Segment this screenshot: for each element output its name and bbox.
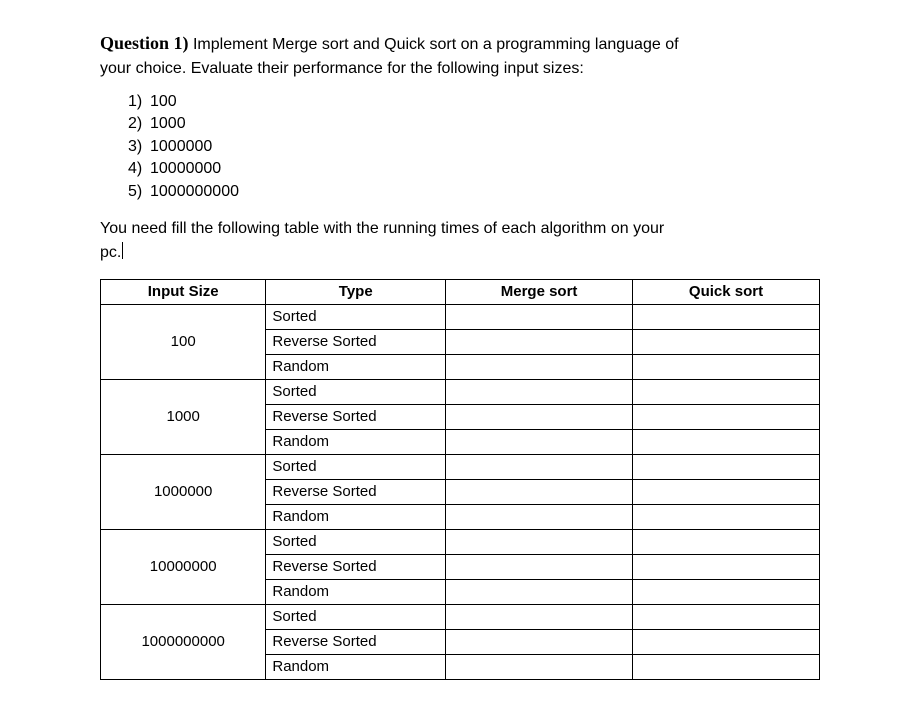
- cell-merge: [446, 479, 633, 504]
- timings-table: Input Size Type Merge sort Quick sort 10…: [100, 279, 820, 680]
- table-row: 10000000 Sorted: [101, 529, 820, 554]
- list-value: 10000000: [150, 160, 221, 177]
- instruction-line-2: pc.: [100, 244, 121, 261]
- header-merge-sort: Merge sort: [446, 279, 633, 304]
- cell-type: Sorted: [266, 304, 446, 329]
- list-item: 3)1000000: [128, 136, 820, 158]
- input-size-list: 1)100 2)1000 3)1000000 4)10000000 5)1000…: [128, 91, 820, 203]
- cell-quick: [633, 504, 820, 529]
- list-item: 5)1000000000: [128, 181, 820, 203]
- header-input-size: Input Size: [101, 279, 266, 304]
- question-paragraph: Question 1) Implement Merge sort and Qui…: [100, 30, 820, 81]
- cell-merge: [446, 379, 633, 404]
- table-header-row: Input Size Type Merge sort Quick sort: [101, 279, 820, 304]
- cell-type: Sorted: [266, 454, 446, 479]
- cell-input-size: 1000: [101, 379, 266, 454]
- table-instruction: You need fill the following table with t…: [100, 217, 820, 265]
- list-value: 1000000: [150, 138, 212, 155]
- cell-type: Random: [266, 504, 446, 529]
- cell-quick: [633, 479, 820, 504]
- header-type: Type: [266, 279, 446, 304]
- cell-quick: [633, 304, 820, 329]
- cell-quick: [633, 329, 820, 354]
- table-row: 100 Sorted: [101, 304, 820, 329]
- list-number: 1): [128, 91, 150, 113]
- cell-type: Reverse Sorted: [266, 629, 446, 654]
- cell-merge: [446, 654, 633, 679]
- cell-quick: [633, 529, 820, 554]
- cell-type: Reverse Sorted: [266, 554, 446, 579]
- cell-quick: [633, 604, 820, 629]
- cell-quick: [633, 454, 820, 479]
- cell-merge: [446, 429, 633, 454]
- cell-merge: [446, 604, 633, 629]
- cell-merge: [446, 529, 633, 554]
- cell-merge: [446, 504, 633, 529]
- list-number: 5): [128, 181, 150, 203]
- cell-input-size: 10000000: [101, 529, 266, 604]
- question-label: Question 1): [100, 33, 189, 53]
- cell-input-size: 100: [101, 304, 266, 379]
- cell-merge: [446, 404, 633, 429]
- list-value: 1000: [150, 115, 186, 132]
- cell-merge: [446, 454, 633, 479]
- cell-quick: [633, 629, 820, 654]
- list-number: 4): [128, 158, 150, 180]
- cell-quick: [633, 429, 820, 454]
- list-item: 1)100: [128, 91, 820, 113]
- cell-type: Random: [266, 354, 446, 379]
- cell-input-size: 1000000000: [101, 604, 266, 679]
- cell-input-size: 1000000: [101, 454, 266, 529]
- cell-type: Reverse Sorted: [266, 404, 446, 429]
- list-number: 3): [128, 136, 150, 158]
- question-text-2: your choice. Evaluate their performance …: [100, 60, 584, 77]
- text-cursor: [122, 242, 123, 259]
- table-row: 1000000000 Sorted: [101, 604, 820, 629]
- cell-quick: [633, 354, 820, 379]
- list-item: 4)10000000: [128, 158, 820, 180]
- cell-merge: [446, 554, 633, 579]
- cell-type: Sorted: [266, 529, 446, 554]
- cell-type: Random: [266, 579, 446, 604]
- cell-type: Sorted: [266, 604, 446, 629]
- question-text-1: Implement Merge sort and Quick sort on a…: [189, 36, 679, 53]
- table-row: 1000000 Sorted: [101, 454, 820, 479]
- cell-quick: [633, 579, 820, 604]
- cell-type: Sorted: [266, 379, 446, 404]
- cell-quick: [633, 404, 820, 429]
- cell-merge: [446, 329, 633, 354]
- cell-merge: [446, 354, 633, 379]
- cell-type: Random: [266, 429, 446, 454]
- cell-merge: [446, 629, 633, 654]
- table-row: 1000 Sorted: [101, 379, 820, 404]
- cell-merge: [446, 304, 633, 329]
- cell-quick: [633, 654, 820, 679]
- list-number: 2): [128, 113, 150, 135]
- header-quick-sort: Quick sort: [633, 279, 820, 304]
- list-value: 100: [150, 93, 177, 110]
- cell-type: Reverse Sorted: [266, 479, 446, 504]
- cell-type: Reverse Sorted: [266, 329, 446, 354]
- list-item: 2)1000: [128, 113, 820, 135]
- cell-merge: [446, 579, 633, 604]
- instruction-line-1: You need fill the following table with t…: [100, 220, 664, 237]
- cell-type: Random: [266, 654, 446, 679]
- list-value: 1000000000: [150, 183, 239, 200]
- cell-quick: [633, 554, 820, 579]
- table-body: 100 Sorted Reverse Sorted Random 1000 So…: [101, 304, 820, 679]
- cell-quick: [633, 379, 820, 404]
